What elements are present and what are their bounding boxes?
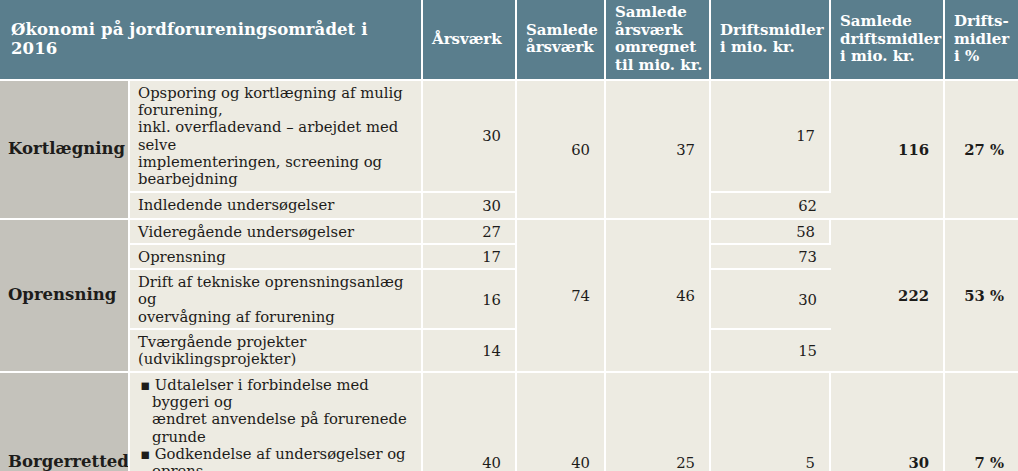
col-header-omregnet: Samlede årsværk omregnet til mio. kr. [606, 0, 711, 81]
cell-aarsvaerk: 16 [423, 270, 517, 330]
cell-desc: Videregående undersøgelser [130, 220, 423, 245]
cell-samlede-aarsvaerk: 74 [517, 220, 606, 373]
cell-driftsmidler: 58 [711, 220, 831, 245]
economy-table: Økonomi på jordforureningsområdet i 2016… [0, 0, 1018, 471]
cell-omregnet: 46 [606, 220, 711, 373]
cell-aarsvaerk: 27 [423, 220, 517, 245]
cell-samlede-driftsmidler: 116 [831, 81, 945, 220]
section-label-borgerrettede: Borgerrettede [0, 373, 130, 471]
table-row: Oprensning Videregående undersøgelser 27… [0, 220, 1018, 245]
cell-desc: Oprensning [130, 245, 423, 270]
cell-driftsmidler: 5 [711, 373, 831, 471]
bullet-item: ▪ Udtalelser i forbindelse med byggeri o… [140, 376, 415, 445]
cell-samlede-aarsvaerk: 60 [517, 81, 606, 220]
cell-aarsvaerk: 17 [423, 245, 517, 270]
col-header-driftsmidler-pct: Drifts- midler i % [945, 0, 1018, 81]
cell-desc: Tværgående projekter (udviklingsprojekte… [130, 330, 423, 373]
cell-driftsmidler: 30 [711, 270, 831, 330]
bullet-item: ▪ Godkendelse af undersøgelser og oprens… [140, 445, 415, 471]
cell-samlede-aarsvaerk: 40 [517, 373, 606, 471]
col-header-samlede-driftsmidler: Samlede driftsmidler i mio. kr. [831, 0, 945, 81]
cell-samlede-driftsmidler: 30 [831, 373, 945, 471]
col-header-aarsvaerk: Årsværk [423, 0, 517, 81]
cell-driftsmidler-pct: 53 % [945, 220, 1018, 373]
cell-aarsvaerk: 40 [423, 373, 517, 471]
cell-driftsmidler: 73 [711, 245, 831, 270]
section-label-kortlaegning: Kortlægning [0, 81, 130, 220]
cell-driftsmidler: 15 [711, 330, 831, 373]
col-header-samlede-aarsvaerk: Samlede årsværk [517, 0, 606, 81]
cell-desc: Opsporing og kortlægning af mulig forure… [130, 81, 423, 193]
cell-omregnet: 25 [606, 373, 711, 471]
cell-desc-bullets: ▪ Udtalelser i forbindelse med byggeri o… [130, 373, 423, 471]
cell-driftsmidler: 17 [711, 81, 831, 193]
cell-desc: Indledende undersøgelser [130, 193, 423, 220]
col-header-driftsmidler: Driftsmidler i mio. kr. [711, 0, 831, 81]
cell-driftsmidler-pct: 7 % [945, 373, 1018, 471]
table-row: Kortlægning Opsporing og kortlægning af … [0, 81, 1018, 193]
cell-omregnet: 37 [606, 81, 711, 220]
table-row: Borgerrettede ▪ Udtalelser i forbindelse… [0, 373, 1018, 471]
cell-samlede-driftsmidler: 222 [831, 220, 945, 373]
cell-aarsvaerk: 30 [423, 81, 517, 193]
cell-aarsvaerk: 14 [423, 330, 517, 373]
cell-driftsmidler-pct: 27 % [945, 81, 1018, 220]
cell-driftsmidler: 62 [711, 193, 831, 220]
cell-desc: Drift af tekniske oprensningsanlæg og ov… [130, 270, 423, 330]
cell-aarsvaerk: 30 [423, 193, 517, 220]
economy-table-page: Økonomi på jordforureningsområdet i 2016… [0, 0, 1018, 471]
section-label-oprensning: Oprensning [0, 220, 130, 373]
table-title: Økonomi på jordforureningsområdet i 2016 [0, 0, 423, 81]
header-row: Økonomi på jordforureningsområdet i 2016… [0, 0, 1018, 81]
